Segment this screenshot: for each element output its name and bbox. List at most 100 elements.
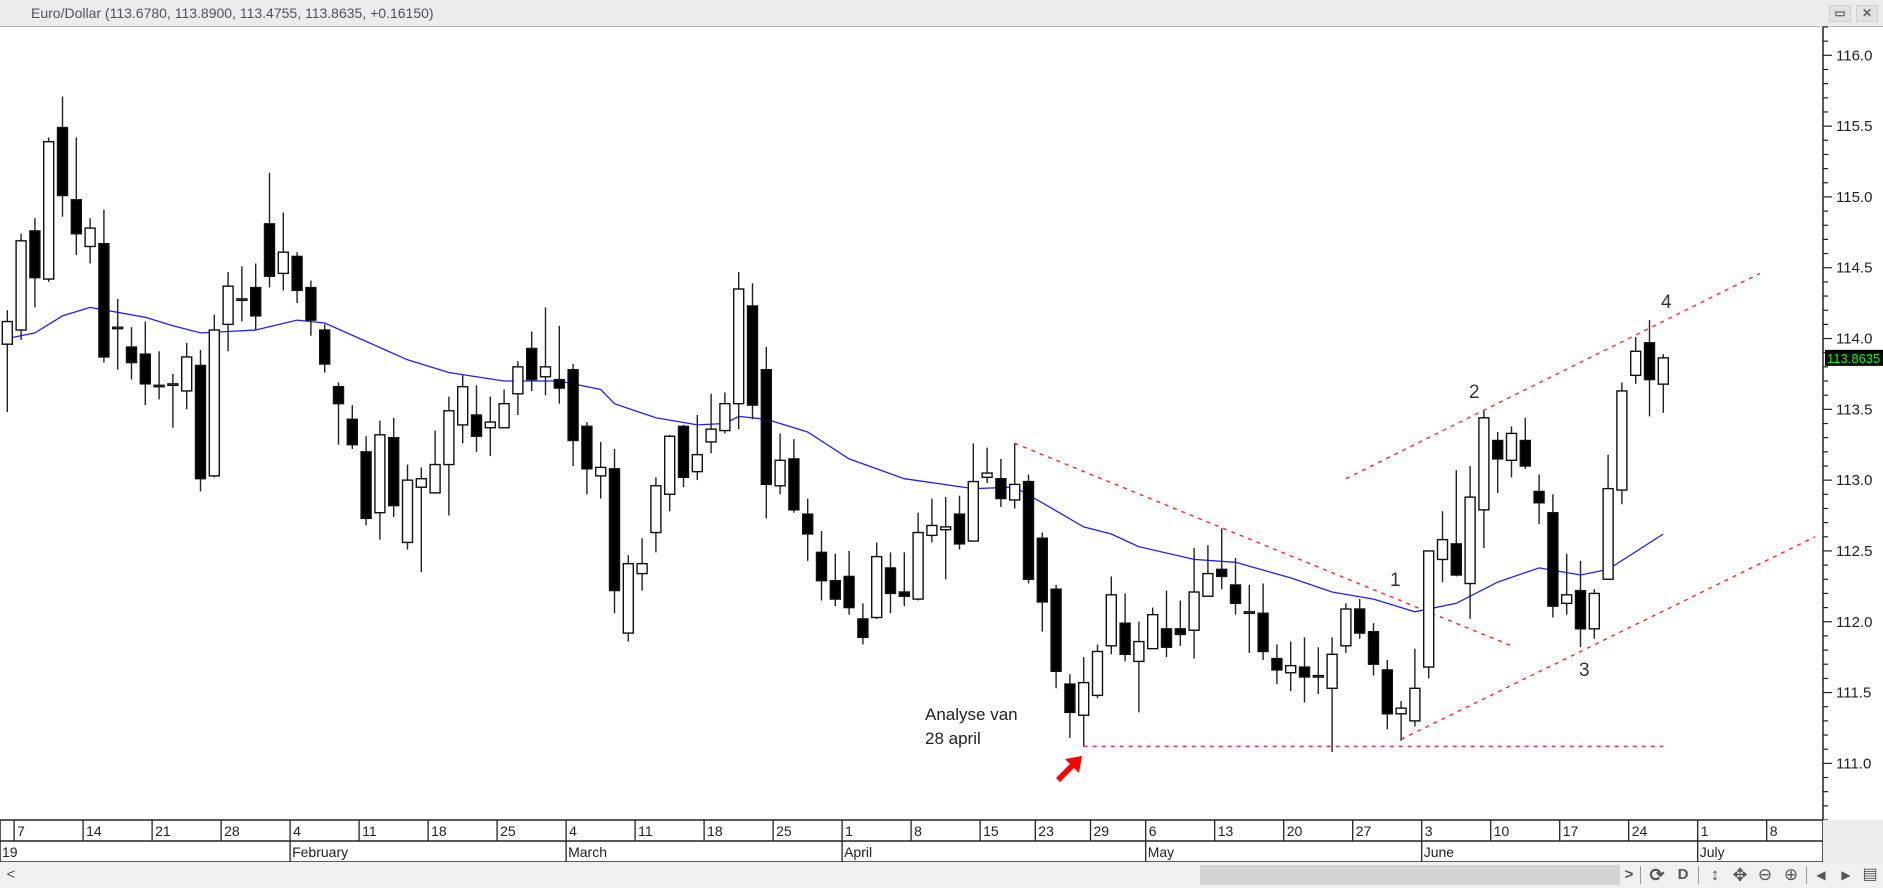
candle[interactable] (167, 373, 179, 428)
candle[interactable] (1050, 584, 1062, 689)
refresh-icon[interactable]: ⟳ (1649, 865, 1665, 885)
candle[interactable] (249, 263, 262, 331)
candle[interactable] (843, 550, 855, 615)
candle[interactable] (346, 405, 358, 449)
candle[interactable] (208, 314, 221, 478)
candle[interactable] (1298, 637, 1311, 703)
candle[interactable] (953, 495, 966, 550)
candle[interactable] (1105, 576, 1118, 655)
candle[interactable] (29, 218, 41, 308)
candle[interactable] (1077, 657, 1090, 747)
candle[interactable] (1519, 417, 1532, 469)
candle[interactable] (1533, 474, 1545, 525)
candle[interactable] (1312, 647, 1325, 694)
candle[interactable] (374, 420, 386, 540)
candle[interactable] (1602, 454, 1614, 580)
candle[interactable] (940, 497, 952, 580)
candle[interactable] (1, 310, 13, 413)
candle[interactable] (774, 433, 786, 495)
candle[interactable] (664, 434, 676, 512)
candle[interactable] (319, 324, 331, 373)
candle[interactable] (1284, 641, 1297, 692)
candle[interactable] (857, 603, 869, 645)
zoom-in-icon[interactable]: ⊕ (1783, 865, 1799, 884)
candle[interactable] (1409, 648, 1421, 727)
candle[interactable] (1560, 553, 1573, 615)
candle[interactable] (622, 555, 634, 642)
candle[interactable] (1064, 674, 1076, 738)
candle[interactable] (802, 498, 814, 561)
candle[interactable] (1271, 644, 1283, 685)
candle[interactable] (1229, 558, 1242, 615)
candle[interactable] (139, 321, 152, 406)
candle[interactable] (1340, 603, 1352, 653)
candle[interactable] (967, 443, 979, 542)
candle[interactable] (595, 441, 607, 499)
candle[interactable] (581, 422, 593, 495)
candle[interactable] (1160, 590, 1173, 658)
candle[interactable] (457, 375, 469, 444)
candle[interactable] (125, 327, 138, 380)
candle[interactable] (153, 351, 165, 400)
move-icon[interactable]: ✥ (1732, 865, 1748, 885)
candle[interactable] (1464, 465, 1476, 619)
candle[interactable] (1657, 354, 1670, 413)
candle[interactable] (305, 280, 317, 336)
candle[interactable] (1629, 337, 1642, 384)
candle[interactable] (636, 538, 648, 591)
candle[interactable] (1588, 589, 1601, 639)
plot-area[interactable] (0, 27, 1823, 820)
candle[interactable] (415, 467, 427, 573)
candle[interactable] (236, 266, 248, 322)
candle[interactable] (180, 342, 193, 410)
candle[interactable] (332, 382, 345, 445)
candle[interactable] (98, 209, 110, 363)
zoom-out-icon[interactable]: ⊖ (1757, 865, 1773, 884)
candle[interactable] (1243, 584, 1256, 653)
scrollbar-thumb[interactable] (1200, 865, 1620, 885)
candle[interactable] (995, 458, 1007, 508)
candle[interactable] (1174, 600, 1187, 646)
candle[interactable] (746, 283, 759, 420)
candle[interactable] (484, 396, 496, 457)
candle[interactable] (719, 392, 731, 434)
candle[interactable] (1188, 548, 1200, 659)
candle[interactable] (1326, 637, 1338, 753)
candle[interactable] (291, 252, 303, 304)
candle[interactable] (1505, 426, 1518, 478)
candle[interactable] (222, 271, 234, 352)
candle[interactable] (1133, 621, 1145, 713)
candle[interactable] (526, 331, 538, 391)
candle[interactable] (388, 417, 400, 517)
candle[interactable] (691, 415, 703, 481)
candle[interactable] (733, 271, 745, 430)
candlestick-chart[interactable]: 111.0 111.5 112.0 112.5 113.0 113.5 114.0 114.5… (0, 0, 1883, 862)
candle[interactable] (1643, 320, 1656, 417)
candle[interactable] (84, 218, 96, 264)
candle[interactable] (926, 498, 938, 543)
candle[interactable] (898, 552, 910, 607)
candle[interactable] (1119, 593, 1131, 662)
triangle-right-icon[interactable]: ▶ (1841, 868, 1851, 882)
candle[interactable] (912, 512, 924, 601)
candle[interactable] (1616, 382, 1628, 505)
candle[interactable] (1022, 474, 1035, 584)
candle[interactable] (401, 464, 414, 550)
candle[interactable] (539, 307, 552, 396)
candle[interactable] (981, 447, 993, 483)
candle[interactable] (705, 393, 717, 454)
candle[interactable] (788, 439, 800, 513)
candle[interactable] (1146, 607, 1159, 650)
close-icon[interactable]: ✕ (1856, 5, 1878, 22)
candle[interactable] (1202, 545, 1214, 597)
candle[interactable] (43, 137, 55, 282)
candle[interactable] (829, 553, 841, 607)
candle[interactable] (1395, 701, 1407, 741)
vertical-arrows-icon[interactable]: ↕ (1710, 865, 1720, 884)
candle[interactable] (429, 430, 441, 494)
candle[interactable] (1574, 560, 1587, 648)
triangle-left-icon[interactable]: ◀ (1816, 868, 1826, 882)
candle[interactable] (56, 96, 69, 217)
candle[interactable] (263, 172, 276, 288)
candle[interactable] (567, 364, 579, 466)
